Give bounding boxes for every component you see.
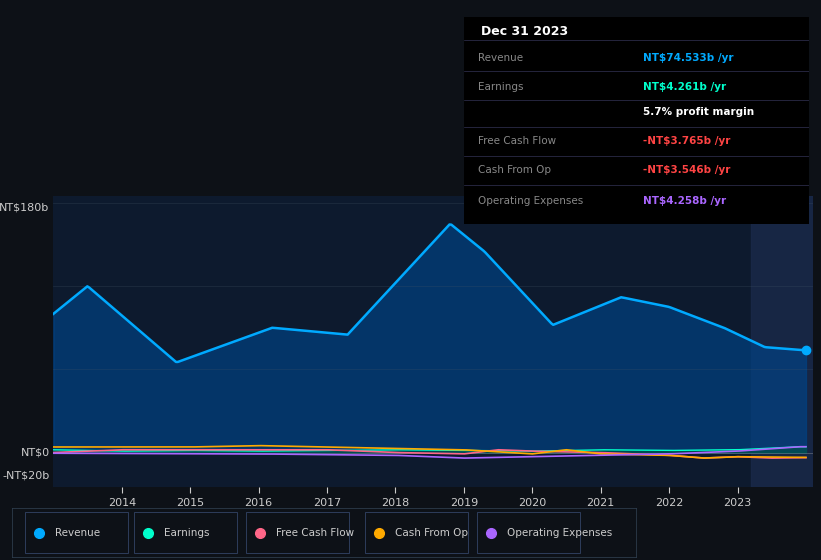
Text: NT$180b: NT$180b	[0, 203, 49, 213]
Text: NT$4.258b /yr: NT$4.258b /yr	[643, 196, 727, 206]
Text: -NT$20b: -NT$20b	[2, 470, 49, 480]
Text: NT$4.261b /yr: NT$4.261b /yr	[643, 82, 727, 92]
Text: Free Cash Flow: Free Cash Flow	[478, 136, 556, 146]
Text: Operating Expenses: Operating Expenses	[507, 528, 612, 538]
Text: Revenue: Revenue	[478, 53, 523, 63]
Text: Revenue: Revenue	[55, 528, 100, 538]
Text: Cash From Op: Cash From Op	[395, 528, 468, 538]
Text: Earnings: Earnings	[164, 528, 209, 538]
Text: Operating Expenses: Operating Expenses	[478, 196, 583, 206]
Text: -NT$3.765b /yr: -NT$3.765b /yr	[643, 136, 731, 146]
Text: Earnings: Earnings	[478, 82, 523, 92]
Text: 5.7% profit margin: 5.7% profit margin	[643, 107, 754, 117]
Text: -NT$3.546b /yr: -NT$3.546b /yr	[643, 165, 731, 175]
Text: Free Cash Flow: Free Cash Flow	[276, 528, 355, 538]
Bar	[751, 196, 813, 487]
Text: NT$0: NT$0	[21, 447, 49, 458]
Text: Dec 31 2023: Dec 31 2023	[481, 25, 568, 38]
Text: NT$74.533b /yr: NT$74.533b /yr	[643, 53, 734, 63]
Text: Cash From Op: Cash From Op	[478, 165, 551, 175]
